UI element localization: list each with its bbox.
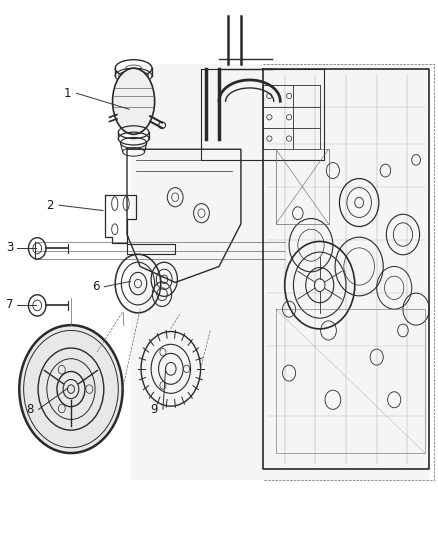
Ellipse shape <box>19 325 123 453</box>
Text: 6: 6 <box>92 280 99 293</box>
Ellipse shape <box>113 68 155 134</box>
Text: 2: 2 <box>46 199 54 212</box>
Polygon shape <box>131 64 429 480</box>
Text: 1: 1 <box>64 87 72 100</box>
Text: 9: 9 <box>150 403 158 416</box>
Text: 7: 7 <box>6 298 14 311</box>
Text: 8: 8 <box>26 403 33 416</box>
Text: 3: 3 <box>6 241 13 254</box>
